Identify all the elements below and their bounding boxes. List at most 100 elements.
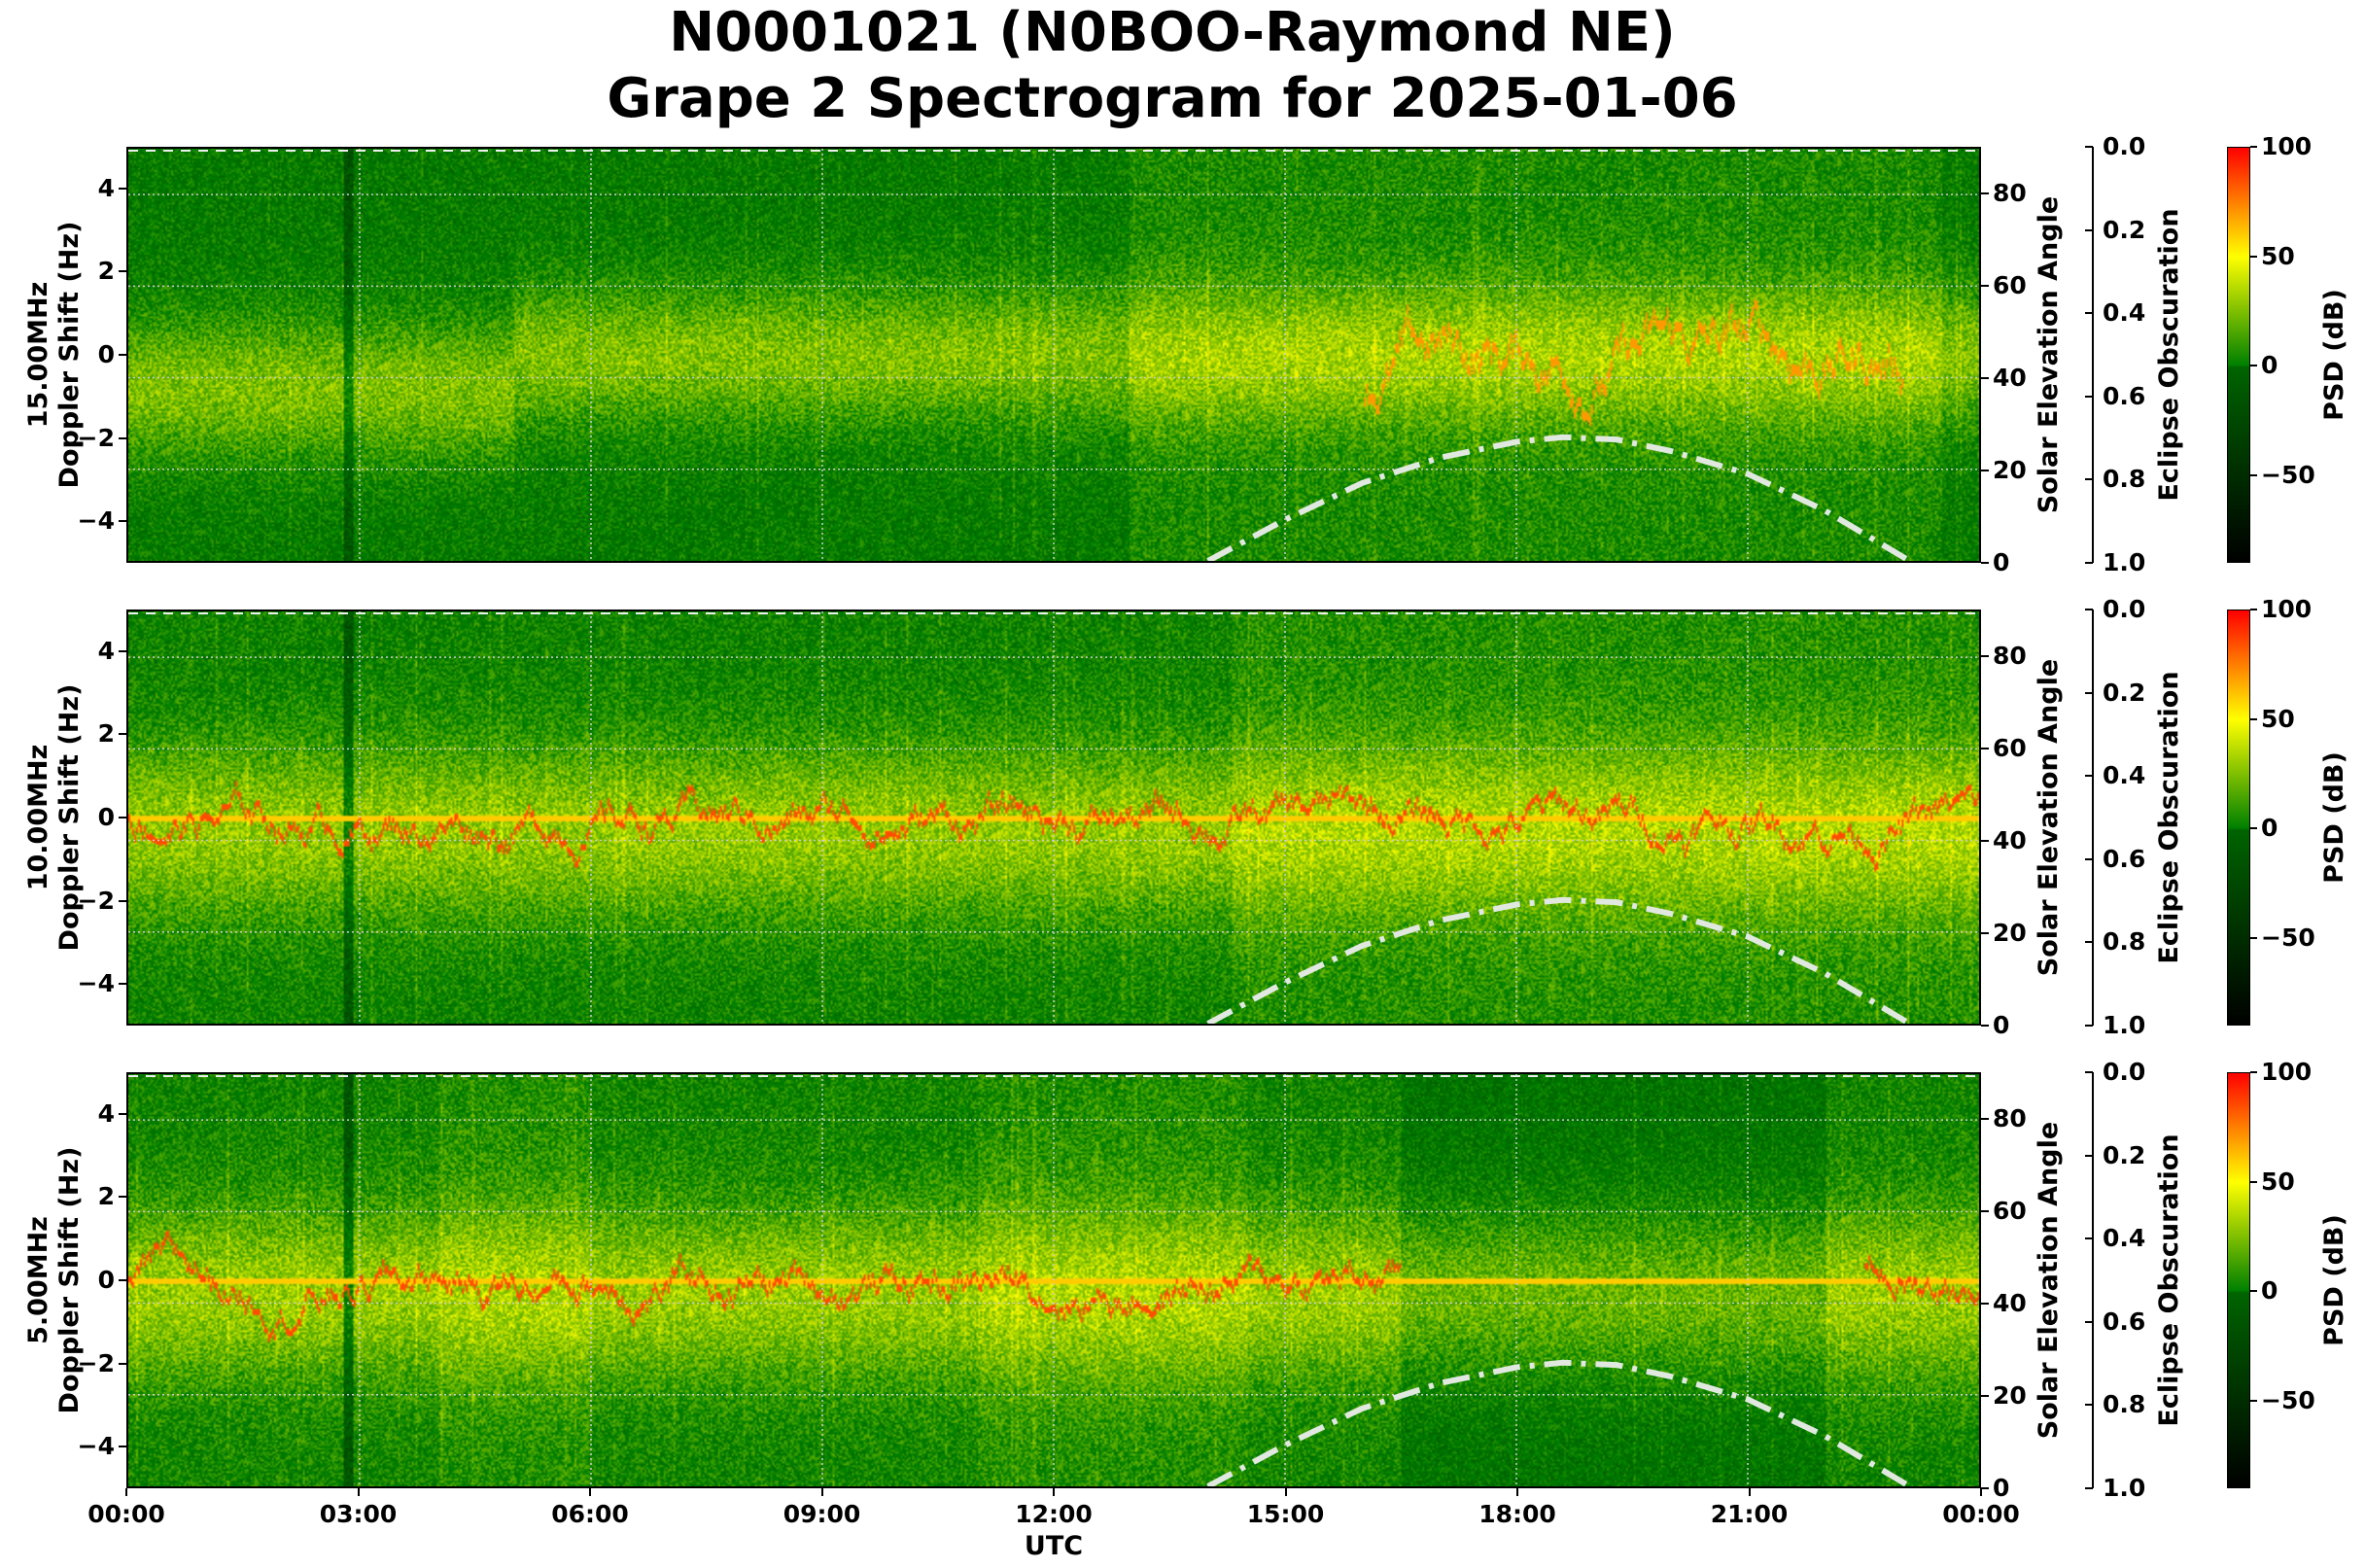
eclipse-tick-mark [2085,775,2093,778]
eclipse-tick-label: 0.4 [2103,761,2146,790]
solar-elevation-label: Solar Elevation Angle [2034,1121,2064,1440]
eclipse-tick-label: 0.8 [2103,465,2146,494]
eclipse-tick-label: 0.2 [2103,1140,2146,1169]
eclipse-tick-mark [2085,478,2093,481]
colorbar-tick-mark [2250,936,2257,939]
eclipse-tick-mark [2085,1237,2093,1240]
eclipse-axis-line [2092,610,2094,1026]
y-tick-label: −2 [77,1348,115,1377]
eclipse-obscuration-label: Eclipse Obscuration [2154,671,2184,964]
y-tick-label: −4 [77,506,115,536]
eclipse-tick-mark [2085,609,2093,610]
eclipse-tick-mark [2085,1487,2093,1489]
x-tick-label: 09:00 [783,1500,861,1528]
y-tick-label: 0 [97,1266,115,1294]
colorbar-tick-label: 50 [2261,1167,2295,1196]
elevation-tick-label: 60 [1993,1196,2027,1225]
eclipse-tick-mark [2085,562,2093,564]
psd-label: PSD (dB) [2319,751,2349,884]
overlay [128,611,1979,1024]
y-tick-label: 4 [97,1098,115,1128]
elevation-tick-label: 80 [1993,641,2027,670]
eclipse-axis-line [2092,1072,2094,1488]
y-tick-label: 4 [97,636,115,665]
solar-elevation-curve [1206,434,1912,561]
colorbar-tick-mark [2250,717,2257,720]
x-tick-mark [1053,1488,1055,1496]
y-axis-label: Doppler Shift (Hz) [54,1146,85,1414]
elevation-tick-mark [1981,469,1989,471]
elevation-tick-mark [1981,839,1989,842]
colorbar-tick-mark [2250,1399,2257,1402]
y-tick-mark [119,899,126,902]
x-tick-label: 21:00 [1710,1500,1789,1528]
solar-elevation-label: Solar Elevation Angle [2034,195,2064,514]
x-tick-mark [1980,1488,1982,1496]
elevation-tick-label: 40 [1993,363,2027,392]
y-tick-mark [119,733,126,736]
elevation-tick-mark [1981,1025,1989,1027]
y-tick-mark [119,436,126,439]
elevation-tick-label: 20 [1993,455,2027,484]
colorbar-tick-label: 50 [2261,704,2295,733]
x-tick-mark [1516,1488,1518,1496]
colorbar-tick-mark [2250,827,2257,830]
eclipse-tick-label: 1.0 [2103,548,2146,576]
elevation-tick-mark [1981,1394,1989,1397]
solar-elevation-curve [1206,1359,1912,1486]
colorbar-tick-mark [2250,1290,2257,1293]
elevation-tick-mark [1981,747,1989,749]
colorbar-tick-label: 0 [2261,814,2278,843]
colorbar-tick-mark [2250,365,2257,367]
elevation-tick-label: 20 [1993,1380,2027,1410]
colorbar-tick-mark [2250,1180,2257,1183]
eclipse-tick-mark [2085,312,2093,315]
elevation-tick-mark [1981,1117,1989,1120]
y-axis-label: Doppler Shift (Hz) [54,683,85,952]
elevation-tick-mark [1981,284,1989,287]
eclipse-tick-mark [2085,691,2093,694]
chart-title-line2: Grape 2 Spectrogram for 2025-01-06 [607,67,1738,130]
y-tick-label: 2 [97,257,115,286]
eclipse-tick-mark [2085,1071,2093,1073]
chart-title-line1: N0001021 (N0BOO-Raymond NE) [669,1,1676,64]
colorbar-tick-mark [2250,255,2257,258]
colorbar-tick-label: 0 [2261,1276,2278,1306]
colorbar-tick-label: −50 [2261,923,2315,952]
x-tick-label: 06:00 [551,1500,629,1528]
elevation-tick-mark [1981,931,1989,934]
y-tick-mark [119,1446,126,1448]
x-tick-mark [589,1488,591,1496]
eclipse-tick-label: 0.6 [2103,1307,2146,1336]
colorbar-tick-label: 100 [2261,595,2313,623]
elevation-tick-mark [1981,1302,1989,1305]
y-tick-label: −4 [77,969,115,998]
y-tick-label: −4 [77,1432,115,1461]
x-tick-mark [357,1488,360,1496]
y-tick-label: 0 [97,340,115,368]
colorbar-tick-label: 50 [2261,241,2295,270]
colorbar-tick-mark [2250,146,2257,148]
elevation-tick-label: 60 [1993,270,2027,299]
eclipse-tick-label: 0.0 [2103,1058,2146,1086]
y-axis-label: Doppler Shift (Hz) [54,221,85,489]
colorbar-tick-label: 100 [2261,132,2313,160]
elevation-tick-mark [1981,562,1989,564]
elevation-tick-mark [1981,1209,1989,1212]
x-tick-label: 00:00 [87,1500,165,1528]
overlay [128,1074,1979,1486]
elevation-tick-mark [1981,654,1989,657]
eclipse-tick-label: 0.2 [2103,678,2146,707]
y-tick-mark [119,1279,126,1281]
x-tick-label: 12:00 [1015,1500,1093,1528]
spectrogram-panel-10-00MHz [126,610,1981,1026]
x-tick-label: 00:00 [1942,1500,2020,1528]
elevation-tick-label: 40 [1993,1288,2027,1317]
elevation-tick-mark [1981,1487,1989,1489]
eclipse-tick-label: 0.2 [2103,215,2146,244]
eclipse-tick-mark [2085,1404,2093,1407]
eclipse-tick-label: 0.6 [2103,844,2146,873]
y-tick-mark [119,817,126,819]
y-tick-label: −2 [77,423,115,452]
elevation-tick-label: 0 [1993,1011,2010,1039]
